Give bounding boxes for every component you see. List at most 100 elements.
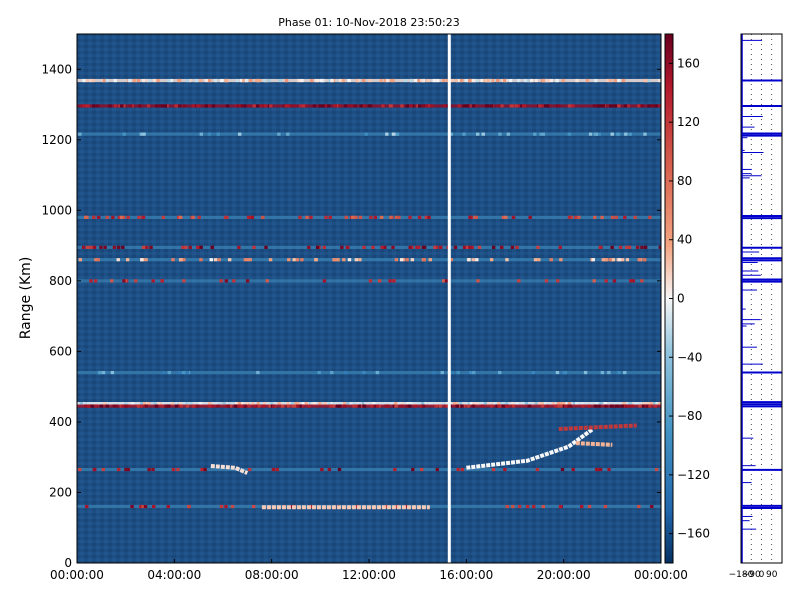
band-6-cell bbox=[322, 279, 327, 283]
band-10-cell bbox=[93, 467, 97, 472]
band-0-cell bbox=[529, 78, 534, 83]
band-1-cell bbox=[606, 104, 610, 108]
band-1-cell bbox=[293, 104, 297, 108]
band-9-cell bbox=[527, 404, 532, 408]
band-8-cell bbox=[157, 402, 161, 406]
band-3-cell bbox=[197, 215, 201, 219]
band-9-cell bbox=[445, 404, 449, 408]
band-6-cell bbox=[612, 279, 617, 283]
band-2-cell bbox=[139, 132, 144, 136]
band-3-cell bbox=[369, 215, 373, 219]
band-1-cell bbox=[242, 104, 247, 108]
band-9-cell bbox=[139, 404, 144, 408]
band-9-cell bbox=[112, 404, 116, 408]
band-3-cell bbox=[328, 215, 332, 219]
band-3-cell bbox=[633, 215, 637, 219]
band-9-cell bbox=[545, 404, 550, 408]
band-0-cell bbox=[314, 78, 318, 83]
colorbar-tick-label: −80 bbox=[677, 409, 702, 423]
band-3-cell bbox=[593, 215, 597, 219]
band-8-cell bbox=[651, 402, 656, 406]
band-10-cell bbox=[456, 467, 460, 472]
band-8-cell bbox=[420, 402, 425, 406]
band-0-cell bbox=[409, 78, 414, 83]
band-10-cell bbox=[327, 467, 332, 472]
band-8-cell bbox=[564, 402, 568, 406]
band-5-cell bbox=[171, 258, 175, 262]
band-0-cell bbox=[391, 78, 395, 83]
band-4-cell bbox=[500, 245, 504, 249]
band-1-cell bbox=[128, 104, 133, 108]
band-11-cell bbox=[394, 504, 399, 509]
band-0-cell bbox=[199, 78, 203, 83]
band-11-cell bbox=[141, 504, 145, 509]
band-9-cell bbox=[497, 404, 501, 408]
band-10 bbox=[77, 467, 661, 472]
band-8-cell bbox=[181, 402, 185, 406]
band-10-cell bbox=[78, 467, 82, 472]
band-4-cell bbox=[86, 245, 90, 249]
band-10-cell bbox=[151, 467, 155, 472]
band-2-cell bbox=[286, 132, 290, 136]
colorbar-tick-label: 40 bbox=[677, 233, 692, 247]
band-1-cell bbox=[601, 104, 606, 108]
band-0-cell bbox=[310, 78, 314, 83]
colorbar-tick-label: 0 bbox=[677, 292, 685, 306]
band-3-cell bbox=[600, 215, 604, 219]
band-2-cell bbox=[533, 132, 537, 136]
band-3-cell bbox=[105, 215, 109, 219]
band-5-cell bbox=[292, 258, 296, 262]
band-9-cell bbox=[466, 404, 470, 408]
x-axis: 00:00:00 04:00:00 08:00:00 12:00:00 16:00:00… bbox=[50, 559, 688, 582]
band-1-cell bbox=[347, 104, 351, 108]
band-10-cell bbox=[275, 467, 279, 472]
band-4-cell bbox=[371, 245, 375, 249]
band-9-cell bbox=[233, 404, 238, 408]
band-5-cell bbox=[617, 258, 622, 262]
band-3-cell bbox=[137, 215, 141, 219]
band-7-cell bbox=[317, 370, 321, 375]
band-4-cell bbox=[188, 245, 192, 249]
band-7-cell bbox=[178, 370, 182, 375]
band-3-cell bbox=[305, 215, 309, 219]
band-8-cell bbox=[218, 402, 222, 406]
profile-background bbox=[741, 34, 782, 563]
band-1-cell bbox=[592, 104, 597, 108]
band-8-cell bbox=[615, 402, 619, 406]
band-8-cell bbox=[394, 402, 398, 406]
band-3-cell bbox=[574, 215, 578, 219]
band-11-cell bbox=[85, 504, 89, 509]
band-7-cell bbox=[562, 370, 566, 375]
band-1-cell bbox=[303, 104, 308, 108]
band-3-cell bbox=[614, 215, 618, 219]
band-9-cell bbox=[240, 404, 244, 408]
band-8-cell bbox=[185, 402, 189, 406]
band-4-cell bbox=[433, 245, 437, 249]
band-0-cell bbox=[442, 78, 446, 83]
band-9-cell bbox=[438, 404, 443, 408]
band-0-cell bbox=[204, 78, 209, 83]
band-4-cell bbox=[264, 245, 268, 249]
band-8-cell bbox=[649, 402, 653, 406]
band-4-cell bbox=[410, 245, 414, 249]
band-5-cell bbox=[336, 258, 340, 262]
band-0-cell bbox=[284, 78, 289, 83]
band-1-cell bbox=[92, 104, 96, 108]
band-0-cell bbox=[214, 78, 218, 83]
band-5-cell bbox=[643, 258, 647, 262]
band-5-cell bbox=[94, 258, 98, 262]
band-3-cell bbox=[468, 215, 472, 219]
band-9-cell bbox=[568, 404, 573, 408]
side-profile-panel: −180−900 90 bbox=[729, 33, 783, 580]
band-9-cell bbox=[196, 404, 200, 408]
band-0-cell bbox=[459, 78, 464, 83]
band-1-cell bbox=[405, 104, 409, 108]
band-1-cell bbox=[120, 104, 124, 108]
band-5-cell bbox=[428, 258, 432, 262]
band-8-cell bbox=[189, 402, 193, 406]
band-6-cell bbox=[151, 279, 155, 283]
band-0-cell bbox=[541, 78, 546, 83]
profile-frame bbox=[740, 33, 783, 564]
band-6-cell bbox=[640, 279, 644, 283]
band-8-cell bbox=[530, 402, 534, 406]
